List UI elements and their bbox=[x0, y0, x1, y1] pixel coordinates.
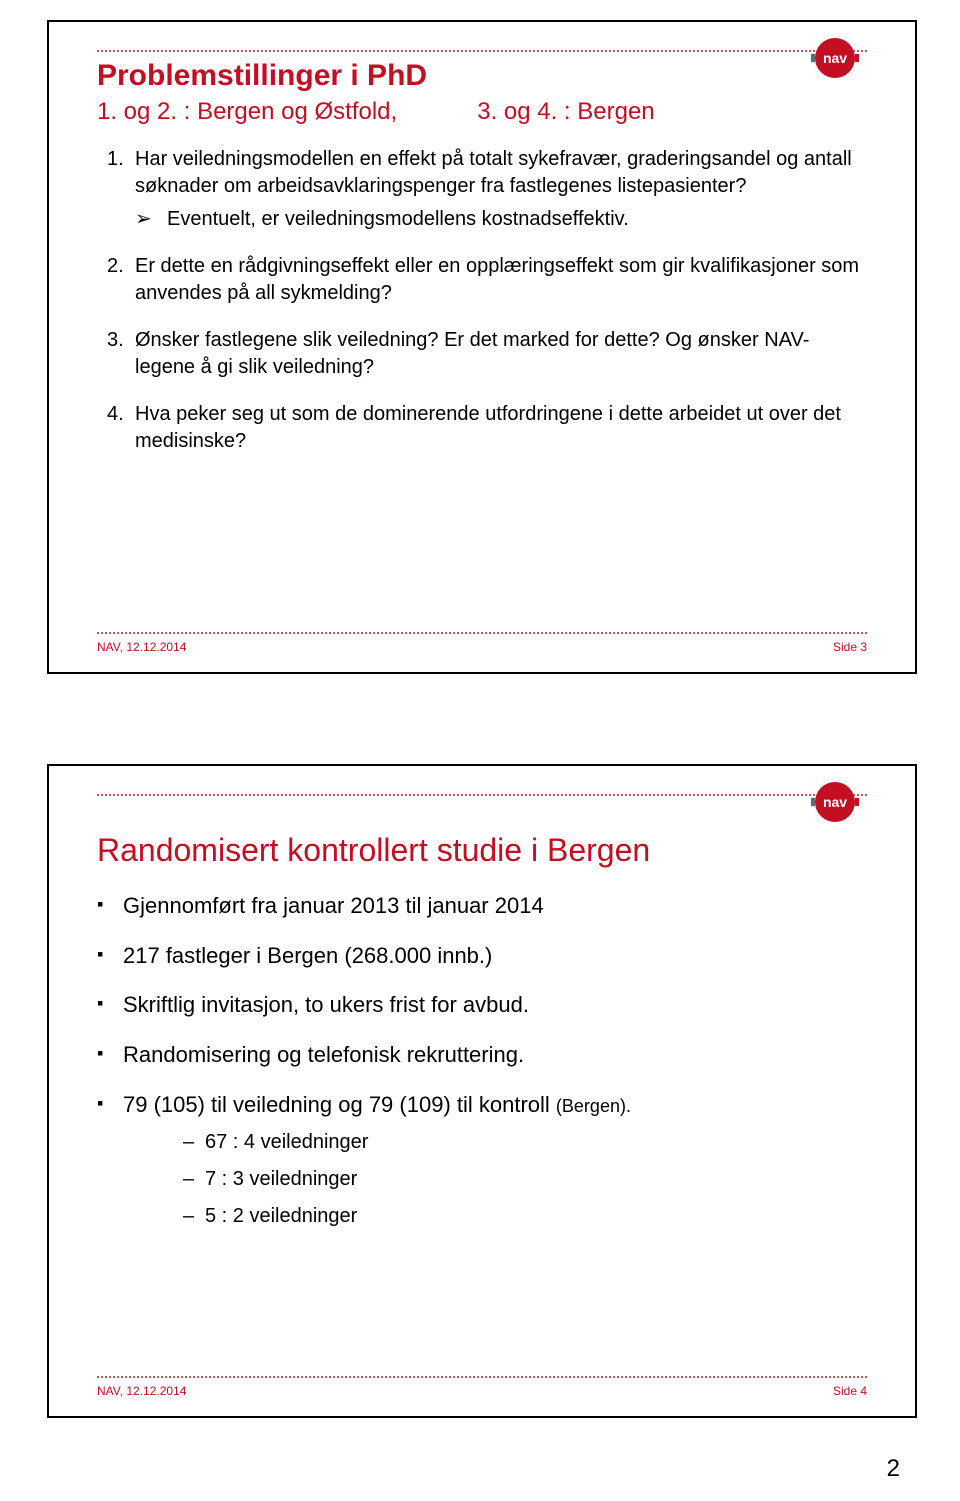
item-text: Gjennomført fra januar 2013 til januar 2… bbox=[123, 891, 867, 921]
arrow-icon: ➢ bbox=[135, 206, 167, 233]
item-number: 4. bbox=[107, 401, 135, 455]
item-text: Ønsker fastlegene slik veiledning? Er de… bbox=[135, 327, 867, 381]
footer-right: Side 4 bbox=[833, 1384, 867, 1398]
top-divider bbox=[97, 50, 867, 52]
svg-text:nav: nav bbox=[823, 794, 847, 810]
item-number: 3. bbox=[107, 327, 135, 381]
item-text: Skriftlig invitasjon, to ukers frist for… bbox=[123, 990, 867, 1020]
footer-area: NAV, 12.12.2014 Side 4 bbox=[97, 1376, 867, 1398]
top-divider bbox=[97, 794, 867, 796]
nav-logo: nav bbox=[809, 774, 861, 826]
footer-left: NAV, 12.12.2014 bbox=[97, 640, 186, 654]
list-item: ▪ Randomisering og telefonisk rekrutteri… bbox=[97, 1040, 867, 1070]
footer-right: Side 3 bbox=[833, 640, 867, 654]
bottom-divider bbox=[97, 632, 867, 634]
bullet-list: ▪ Gjennomført fra januar 2013 til januar… bbox=[97, 891, 867, 1260]
dash-icon: – bbox=[183, 1166, 205, 1193]
item-number: 1. bbox=[107, 146, 135, 233]
square-bullet-icon: ▪ bbox=[97, 941, 123, 971]
bottom-divider bbox=[97, 1376, 867, 1378]
subtitle-left: 1. og 2. : Bergen og Østfold, bbox=[97, 98, 397, 125]
list-item: ▪ 217 fastleger i Bergen (268.000 innb.) bbox=[97, 941, 867, 971]
dash-text: 5 : 2 veiledninger bbox=[205, 1203, 357, 1230]
slide-title-block: Problemstillinger i PhD 1. og 2. : Berge… bbox=[97, 58, 867, 128]
numbered-list: 1. Har veiledningsmodellen en effekt på … bbox=[97, 146, 867, 475]
item-text: 79 (105) til veiledning og 79 (109) til … bbox=[123, 1092, 556, 1117]
square-bullet-icon: ▪ bbox=[97, 990, 123, 1020]
item-text: Hva peker seg ut som de dominerende utfo… bbox=[135, 401, 867, 455]
list-item: ▪ Skriftlig invitasjon, to ukers frist f… bbox=[97, 990, 867, 1020]
list-item: ▪ 79 (105) til veiledning og 79 (109) ti… bbox=[97, 1090, 867, 1241]
list-item: 3. Ønsker fastlegene slik veiledning? Er… bbox=[107, 327, 867, 381]
dash-item: –5 : 2 veiledninger bbox=[183, 1203, 867, 1230]
subtitle-right: 3. og 4. : Bergen bbox=[477, 98, 654, 125]
list-item: 1. Har veiledningsmodellen en effekt på … bbox=[107, 146, 867, 233]
list-item: 4. Hva peker seg ut som de dominerende u… bbox=[107, 401, 867, 455]
dash-item: –7 : 3 veiledninger bbox=[183, 1166, 867, 1193]
slide-footer: NAV, 12.12.2014 Side 4 bbox=[97, 1384, 867, 1398]
square-bullet-icon: ▪ bbox=[97, 1090, 123, 1241]
slide-subtitle: 1. og 2. : Bergen og Østfold, 3. og 4. : … bbox=[97, 96, 867, 128]
item-text: Er dette en rådgivningseffekt eller en o… bbox=[135, 253, 867, 307]
item-text: Har veiledningsmodellen en effekt på tot… bbox=[135, 148, 852, 197]
sub-bullet-text: Eventuelt, er veiledningsmodellens kostn… bbox=[167, 206, 629, 233]
slide-1: nav Problemstillinger i PhD 1. og 2. : B… bbox=[47, 20, 917, 674]
item-number: 2. bbox=[107, 253, 135, 307]
list-item: ▪ Gjennomført fra januar 2013 til januar… bbox=[97, 891, 867, 921]
page-number: 2 bbox=[887, 1455, 900, 1483]
footer-left: NAV, 12.12.2014 bbox=[97, 1384, 186, 1398]
sub-bullet: ➢ Eventuelt, er veiledningsmodellens kos… bbox=[135, 206, 867, 233]
dash-icon: – bbox=[183, 1129, 205, 1156]
slide-footer: NAV, 12.12.2014 Side 3 bbox=[97, 640, 867, 654]
svg-text:nav: nav bbox=[823, 50, 847, 66]
slide-2: nav Randomisert kontrollert studie i Ber… bbox=[47, 764, 917, 1418]
item-text-small: (Bergen). bbox=[556, 1096, 631, 1116]
dash-text: 7 : 3 veiledninger bbox=[205, 1166, 357, 1193]
dash-icon: – bbox=[183, 1203, 205, 1230]
slide-title: Problemstillinger i PhD bbox=[97, 58, 867, 94]
footer-area: NAV, 12.12.2014 Side 3 bbox=[97, 632, 867, 654]
slide-title: Randomisert kontrollert studie i Bergen bbox=[97, 832, 867, 869]
item-text: 217 fastleger i Bergen (268.000 innb.) bbox=[123, 941, 867, 971]
list-item: 2. Er dette en rådgivningseffekt eller e… bbox=[107, 253, 867, 307]
square-bullet-icon: ▪ bbox=[97, 891, 123, 921]
dash-list: –67 : 4 veiledninger –7 : 3 veiledninger… bbox=[123, 1129, 867, 1230]
dash-text: 67 : 4 veiledninger bbox=[205, 1129, 368, 1156]
item-text: Randomisering og telefonisk rekruttering… bbox=[123, 1040, 867, 1070]
dash-item: –67 : 4 veiledninger bbox=[183, 1129, 867, 1156]
nav-logo: nav bbox=[809, 30, 861, 82]
square-bullet-icon: ▪ bbox=[97, 1040, 123, 1070]
